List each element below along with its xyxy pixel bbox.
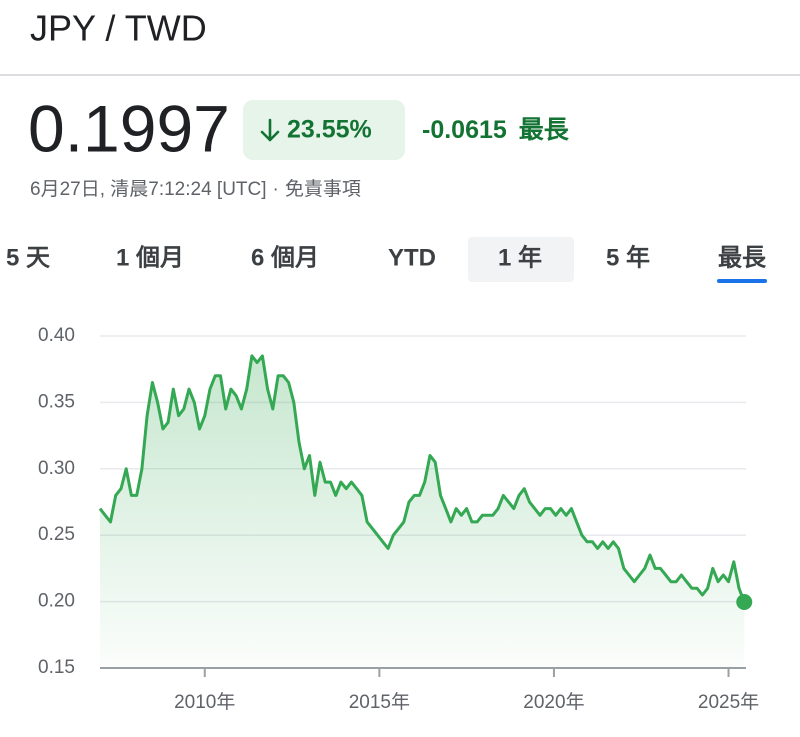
range-tabs: 5 天 1 個月 6 個月 YTD 1 年 5 年 最長 xyxy=(6,237,767,283)
y-tick-label: 0.40 xyxy=(38,325,75,346)
range-tab[interactable]: 6 個月 xyxy=(251,244,319,271)
change-value: -0.0615 xyxy=(422,116,507,144)
change-line: -0.0615 最長 xyxy=(422,116,570,144)
range-tab[interactable]: 5 天 xyxy=(6,244,50,271)
x-tick-label: 2020年 xyxy=(523,691,584,713)
y-tick-label: 0.35 xyxy=(38,391,75,412)
y-tick-label: 0.20 xyxy=(38,591,75,612)
timestamp-line: 6月27日, 清晨7:12:24 [UTC] · 免責事項 xyxy=(30,178,361,200)
price: 0.1997 xyxy=(28,91,230,165)
y-tick-label: 0.15 xyxy=(38,657,75,678)
range-tab[interactable]: 1 年 xyxy=(498,243,542,271)
range-tab[interactable]: 1 個月 xyxy=(116,244,184,271)
disclaimer-link[interactable]: 免責事項 xyxy=(285,178,361,200)
y-tick-label: 0.30 xyxy=(38,458,75,479)
x-tick-label: 2015年 xyxy=(349,691,410,713)
down-arrow-icon xyxy=(260,118,280,142)
pair-title: JPY / TWD xyxy=(30,8,207,49)
change-percent: 23.55% xyxy=(287,116,372,144)
timestamp: 6月27日, 清晨7:12:24 [UTC] xyxy=(30,178,267,200)
range-tab[interactable]: 最長 xyxy=(718,244,767,271)
x-tick-label: 2010年 xyxy=(174,691,235,713)
chart: 0.15 0.20 0.25 0.30 0.35 0.40 2010年 2015年 2020年 2… xyxy=(38,325,759,713)
y-tick-label: 0.25 xyxy=(38,524,75,545)
tab-hover-bg xyxy=(468,237,574,282)
change-badge xyxy=(243,100,405,160)
range-tab[interactable]: 5 年 xyxy=(606,243,650,271)
area-fill xyxy=(100,355,745,668)
price-line xyxy=(98,354,746,603)
separator: · xyxy=(273,179,279,200)
end-point xyxy=(736,593,753,610)
change-period: 最長 xyxy=(519,116,570,144)
range-tab[interactable]: YTD xyxy=(388,244,436,271)
x-tick-label: 2025年 xyxy=(698,691,759,713)
